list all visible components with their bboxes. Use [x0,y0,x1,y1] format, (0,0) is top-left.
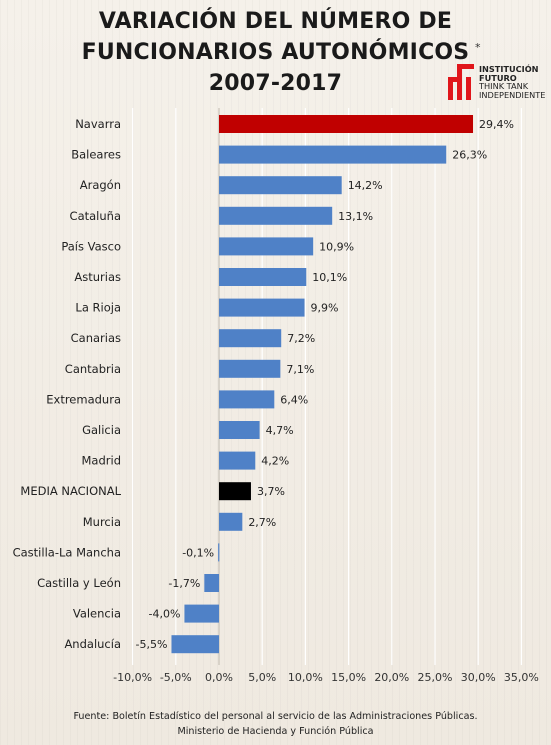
bar [219,512,243,531]
category-label: MEDIA NACIONAL [20,484,121,498]
bar [218,543,220,562]
x-axis-tick-labels: -10,0% -5,0% 0,0% 5,0% 10,0% 15,0% 20,0% 25,0% 3… [113,671,539,684]
value-label: 13,1% [338,210,373,223]
category-label: Valencia [73,607,121,621]
bar [219,298,305,317]
x-tick-label: -5,0% [160,671,192,684]
chart-footer: Fuente: Boletín Estadístico del personal… [0,709,551,739]
bar [219,329,282,348]
value-label: 3,7% [257,485,285,498]
bar [171,635,219,654]
category-label: Galicia [82,423,121,437]
source-line-2: Ministerio de Hacienda y Función Pública [177,726,374,737]
logo-text-line-1: INSTITUCIÓN [479,64,539,74]
bar [219,237,314,256]
chart-title: VARIACIÓN DEL NÚMERO DE FUNCIONARIOS AUT… [0,6,551,99]
bar [219,176,342,195]
bar [219,421,260,439]
category-label: Aragón [80,178,121,192]
value-label: 10,9% [319,240,354,253]
bar [219,145,447,164]
bar [219,482,251,501]
source-line-1: Fuente: Boletín Estadístico del personal… [73,711,478,722]
category-label: Andalucía [64,637,121,651]
category-label: Cantabria [65,362,121,376]
chart-title-line-3: 2007-2017 [208,71,343,96]
value-label: -1,7% [168,577,200,590]
bar [219,359,281,378]
x-tick-label: 20,0% [374,671,409,684]
institucion-futuro-logo: INSTITUCIÓN FUTURO THINK TANK INDEPENDIE… [446,62,546,104]
bar [219,451,256,470]
value-label: 7,2% [287,332,315,345]
bars [171,115,474,654]
bar [219,268,307,286]
logo-text: INSTITUCIÓN FUTURO THINK TANK INDEPENDIE… [479,65,545,99]
bar [204,574,219,592]
x-tick-label: 0,0% [205,671,233,684]
x-tick-label: 25,0% [418,671,453,684]
x-tick-label: 5,0% [248,671,276,684]
value-label: -5,5% [136,638,168,651]
category-label: Cataluña [70,209,121,223]
category-label: Navarra [75,117,121,131]
category-label: Castilla y León [37,576,121,590]
gridlines [132,108,523,665]
x-tick-label: 10,0% [288,671,323,684]
category-label: Baleares [71,148,121,162]
bar [184,604,219,623]
logo-text-line-2: FUTURO [479,72,517,83]
value-label: 7,1% [286,363,314,376]
category-label: Asturias [74,270,121,284]
category-labels: Navarra Baleares Aragón Cataluña País Vasco A… [13,117,122,651]
category-label: Madrid [82,454,122,468]
x-tick-label: 15,0% [331,671,366,684]
bar [219,390,275,409]
x-tick-label: -10,0% [113,671,152,684]
bar [219,206,333,225]
category-label: La Rioja [75,301,121,315]
value-label: 4,7% [266,424,294,437]
value-label: 26,3% [452,149,487,162]
category-label: Extremadura [46,392,121,406]
x-tick-label: 30,0% [461,671,496,684]
value-label: 10,1% [312,271,347,284]
logo-mark-icon [448,64,474,100]
value-label: -4,0% [149,608,181,621]
value-label: 2,7% [248,516,276,529]
category-label: Canarias [71,331,121,345]
category-label: Murcia [83,515,121,529]
x-tick-label: 35,0% [504,671,539,684]
value-label: 14,2% [348,179,383,192]
asterisk-mark: * [475,41,481,54]
chart-title-line-1: VARIACIÓN DEL NÚMERO DE [98,9,453,34]
chart-title-line-2: FUNCIONARIOS AUTONÓMICOS [81,40,470,65]
value-labels: 29,4% 26,3% 14,2% 13,1% 10,9% 10,1% 9,9% 7,2% 7,… [136,118,514,651]
logo-text-line-3: THINK TANK [479,81,529,92]
logo-text-line-4: INDEPENDIENTE [479,89,546,100]
category-label: País Vasco [61,239,121,253]
value-label: -0,1% [182,546,214,559]
value-label: 6,4% [280,393,308,406]
bar [219,115,474,133]
value-label: 29,4% [479,118,514,131]
value-label: 4,2% [261,455,289,468]
value-label: 9,9% [311,302,339,315]
category-label: Castilla-La Mancha [13,545,121,559]
